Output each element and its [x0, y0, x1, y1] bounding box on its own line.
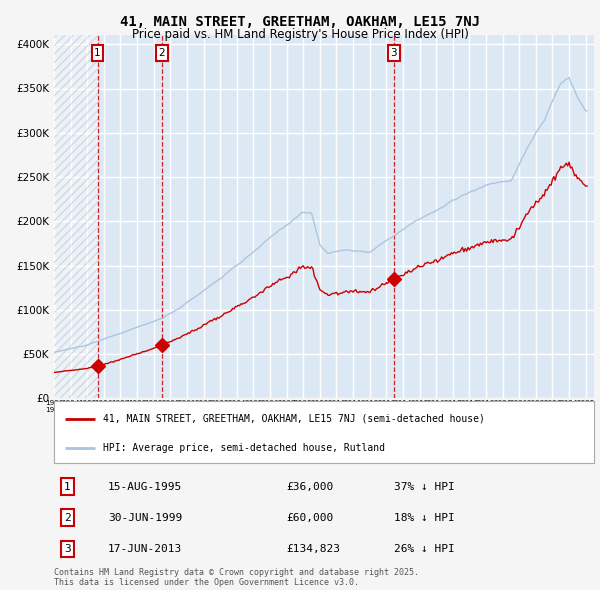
Text: £134,823: £134,823 — [286, 544, 340, 554]
Text: 3: 3 — [64, 544, 71, 554]
Text: 18% ↓ HPI: 18% ↓ HPI — [394, 513, 455, 523]
Text: HPI: Average price, semi-detached house, Rutland: HPI: Average price, semi-detached house,… — [103, 442, 385, 453]
Text: 15-AUG-1995: 15-AUG-1995 — [108, 481, 182, 491]
Text: 3: 3 — [391, 48, 397, 58]
Text: £36,000: £36,000 — [286, 481, 334, 491]
Text: 41, MAIN STREET, GREETHAM, OAKHAM, LE15 7NJ: 41, MAIN STREET, GREETHAM, OAKHAM, LE15 … — [120, 15, 480, 29]
Text: 1: 1 — [94, 48, 101, 58]
Text: 30-JUN-1999: 30-JUN-1999 — [108, 513, 182, 523]
Text: 37% ↓ HPI: 37% ↓ HPI — [394, 481, 455, 491]
Text: 41, MAIN STREET, GREETHAM, OAKHAM, LE15 7NJ (semi-detached house): 41, MAIN STREET, GREETHAM, OAKHAM, LE15 … — [103, 414, 484, 424]
Text: £60,000: £60,000 — [286, 513, 334, 523]
Text: 26% ↓ HPI: 26% ↓ HPI — [394, 544, 455, 554]
Text: 17-JUN-2013: 17-JUN-2013 — [108, 544, 182, 554]
Text: Contains HM Land Registry data © Crown copyright and database right 2025.
This d: Contains HM Land Registry data © Crown c… — [54, 568, 419, 587]
Text: 1: 1 — [64, 481, 71, 491]
Text: 2: 2 — [158, 48, 165, 58]
Text: 2: 2 — [64, 513, 71, 523]
Text: Price paid vs. HM Land Registry's House Price Index (HPI): Price paid vs. HM Land Registry's House … — [131, 28, 469, 41]
Bar — [54, 35, 98, 398]
